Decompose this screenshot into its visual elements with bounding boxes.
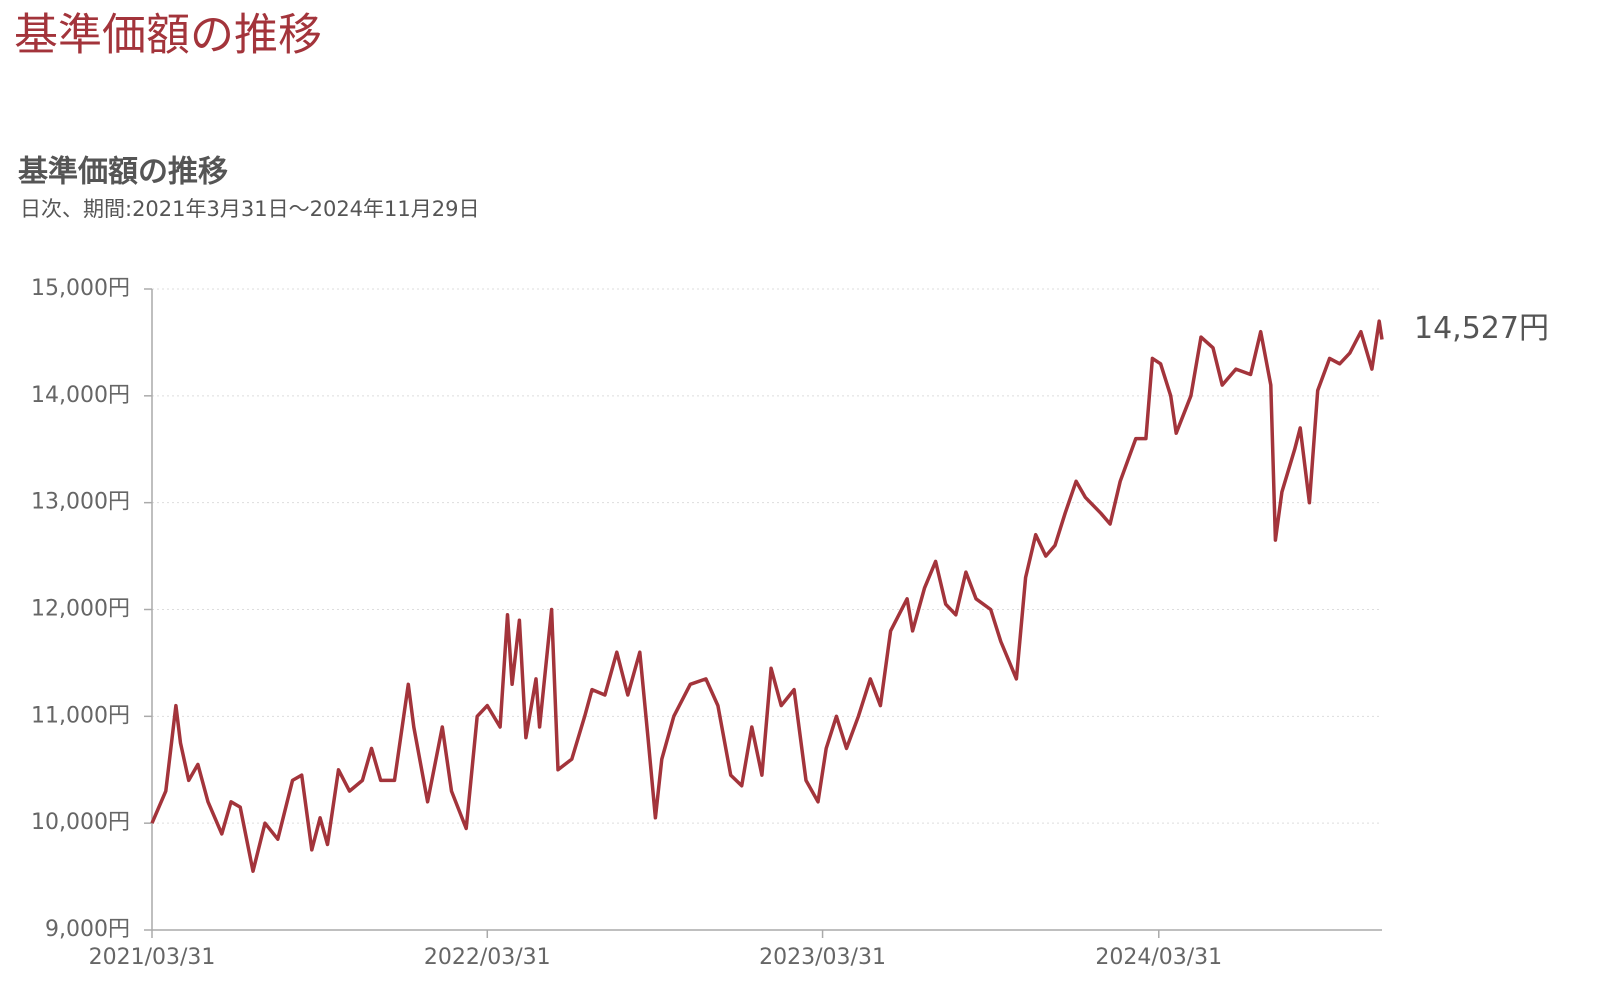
y-tick-label: 15,000円 <box>31 276 130 301</box>
price-line <box>150 319 1384 873</box>
x-tick-label: 2022/03/31 <box>424 945 551 970</box>
y-tick-label: 12,000円 <box>31 597 130 622</box>
y-tick-label: 10,000円 <box>31 810 130 835</box>
y-tick-label: 13,000円 <box>31 490 130 515</box>
y-tick-label: 11,000円 <box>31 703 130 728</box>
y-tick-label: 9,000円 <box>45 917 130 942</box>
end-value-label: 14,527円 <box>1414 311 1549 346</box>
chart-subtitle: 日次、期間:2021年3月31日～2024年11月29日 <box>20 197 480 221</box>
x-tick-label: 2021/03/31 <box>89 945 216 970</box>
chart-title: 基準価額の推移 <box>18 155 228 190</box>
x-tick-label: 2024/03/31 <box>1095 945 1222 970</box>
x-tick-label: 2023/03/31 <box>759 945 886 970</box>
page-title: 基準価額の推移 <box>14 10 322 61</box>
y-tick-label: 14,000円 <box>31 383 130 408</box>
